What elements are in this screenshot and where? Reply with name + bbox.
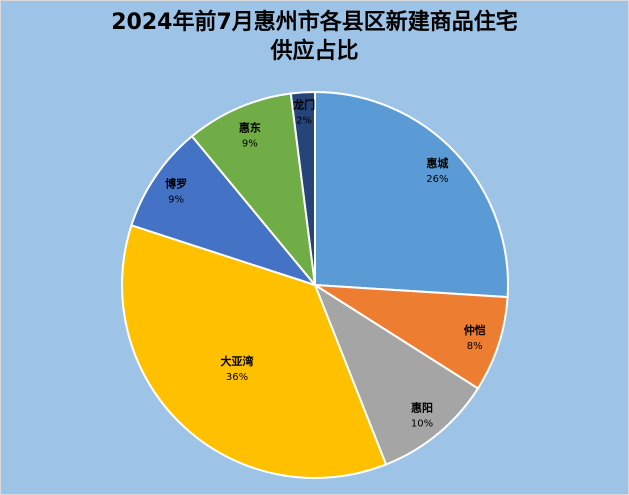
slice-percent-label: 9% xyxy=(242,138,258,149)
chart-title: 2024年前7月惠州市各县区新建商品住宅 供应占比 xyxy=(0,8,629,66)
pie-slice-4 xyxy=(130,134,318,288)
slice-name-label: 惠城 xyxy=(426,156,448,170)
slice-percent-label: 2% xyxy=(296,116,312,127)
chart-title-line2: 供应占比 xyxy=(270,39,359,64)
slice-percent-label: 9% xyxy=(168,195,184,206)
slice-name-label: 仲恺 xyxy=(464,323,486,337)
pie-slice-5 xyxy=(190,92,317,289)
pie-slice-2 xyxy=(312,282,480,466)
slice-percent-label: 26% xyxy=(426,174,448,185)
slice-percent-label: 36% xyxy=(226,372,248,383)
slice-name-label: 大亚湾 xyxy=(221,354,254,368)
chart-title-line1: 2024年前7月惠州市各县区新建商品住宅 xyxy=(111,10,518,35)
slice-name-label: 惠东 xyxy=(239,120,261,134)
slice-percent-label: 8% xyxy=(467,341,483,352)
pie-slice-3 xyxy=(121,224,388,479)
slice-percent-label: 10% xyxy=(411,418,433,429)
pie-slice-0 xyxy=(314,90,509,299)
pie-slice-6 xyxy=(289,90,316,286)
slice-name-label: 惠阳 xyxy=(411,400,433,414)
slice-name-label: 龙门 xyxy=(292,98,315,112)
slice-name-label: 博罗 xyxy=(165,177,187,191)
pie-slice-1 xyxy=(314,284,509,390)
